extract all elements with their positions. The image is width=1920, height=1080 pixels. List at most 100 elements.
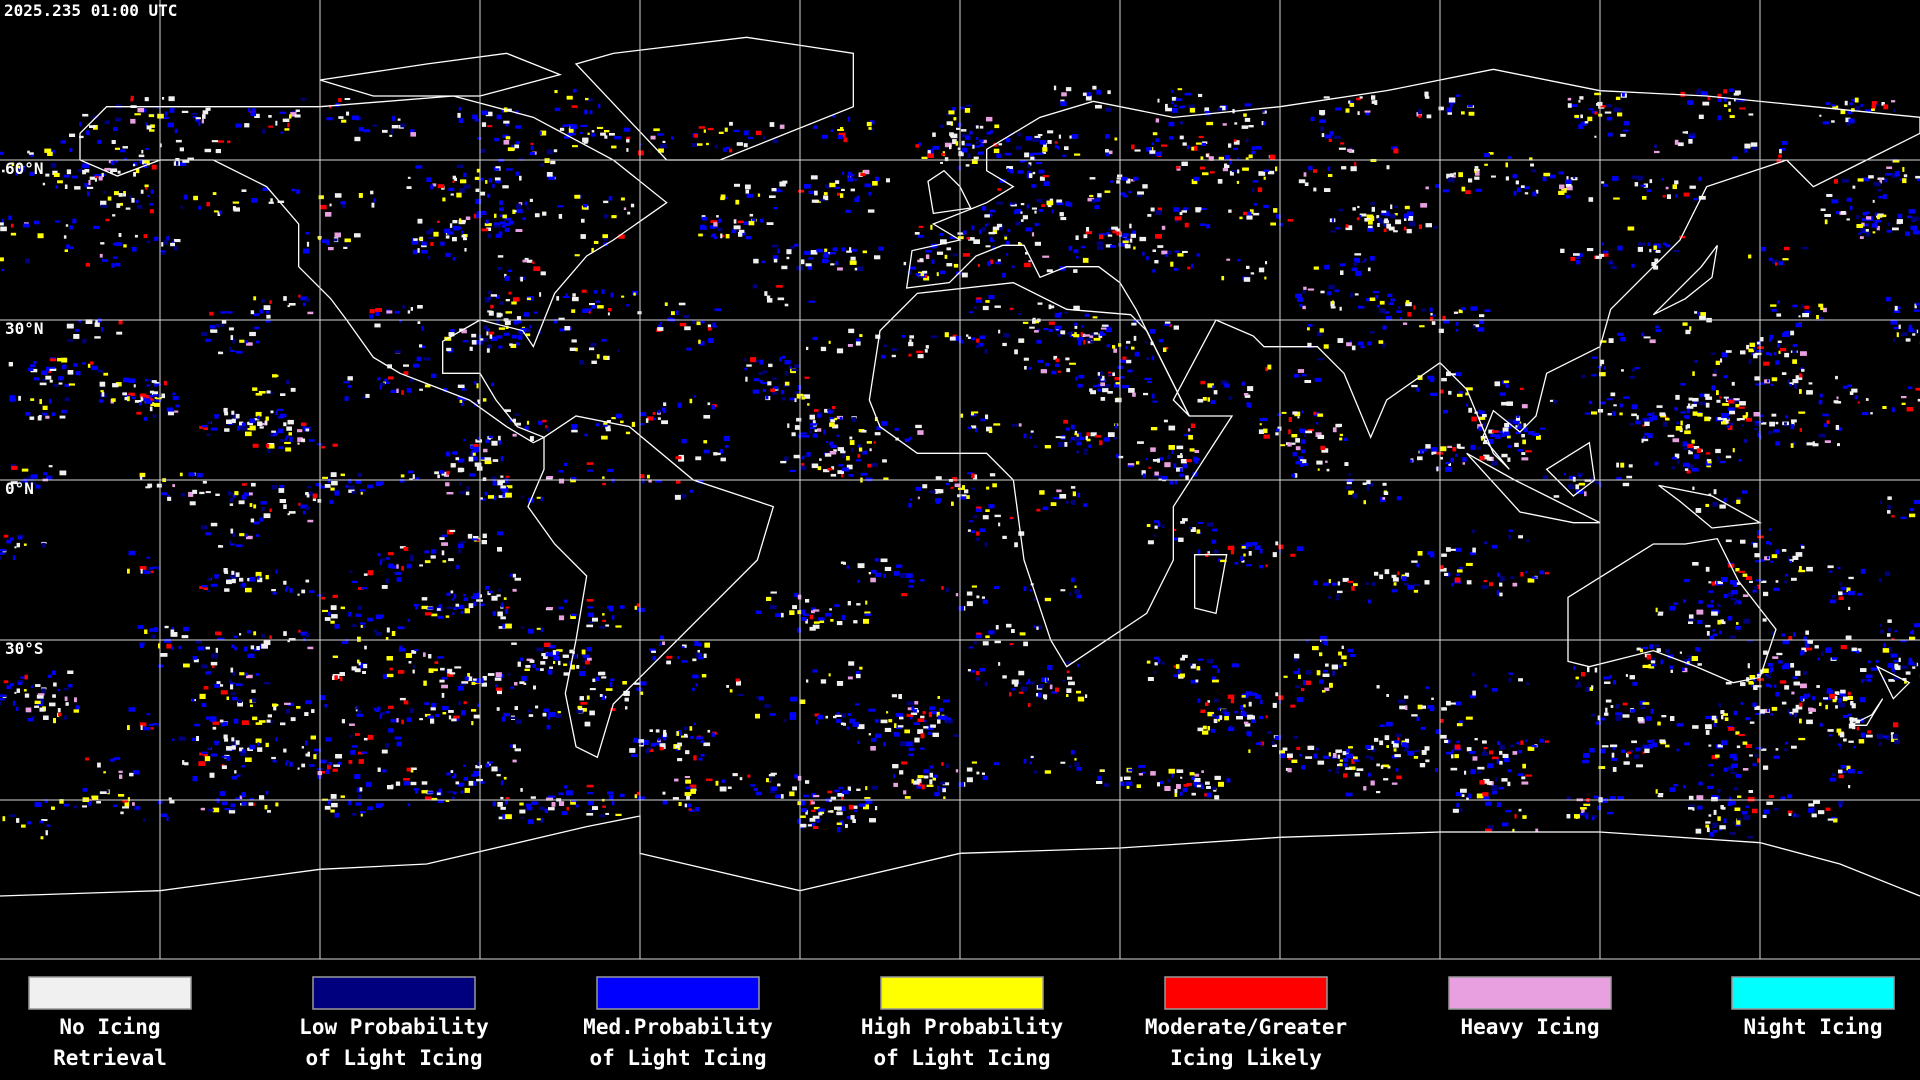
icing-pixel bbox=[1456, 443, 1461, 449]
icing-pixel bbox=[1114, 398, 1122, 403]
icing-pixel bbox=[358, 127, 364, 132]
icing-pixel bbox=[1491, 430, 1499, 433]
icing-pixel bbox=[503, 120, 510, 124]
icing-pixel bbox=[1335, 771, 1340, 774]
icing-pixel bbox=[1864, 231, 1871, 237]
icing-pixel bbox=[482, 398, 487, 402]
icing-pixel bbox=[1181, 210, 1187, 213]
icing-pixel bbox=[748, 220, 755, 226]
icing-pixel bbox=[823, 469, 830, 473]
icing-pixel bbox=[724, 445, 729, 448]
icing-pixel bbox=[1379, 740, 1384, 746]
icing-pixel bbox=[1078, 340, 1082, 346]
icing-pixel bbox=[1520, 185, 1525, 188]
icing-pixel bbox=[1124, 238, 1130, 243]
icing-pixel bbox=[140, 396, 143, 402]
icing-pixel bbox=[529, 198, 533, 202]
icing-pixel bbox=[1744, 439, 1747, 443]
icing-pixel bbox=[501, 486, 508, 492]
icing-pixel bbox=[1620, 133, 1626, 137]
icing-pixel bbox=[1608, 338, 1614, 343]
icing-pixel bbox=[595, 300, 601, 303]
icing-pixel bbox=[967, 472, 974, 475]
icing-pixel bbox=[1792, 359, 1797, 364]
icing-pixel bbox=[179, 147, 184, 152]
icing-pixel bbox=[144, 148, 149, 150]
icing-pixel bbox=[1069, 439, 1072, 443]
icing-pixel bbox=[270, 410, 274, 414]
icing-pixel bbox=[151, 380, 157, 383]
icing-pixel bbox=[1871, 223, 1878, 228]
icing-pixel bbox=[1182, 142, 1187, 146]
icing-pixel bbox=[74, 329, 80, 332]
icing-pixel bbox=[752, 284, 758, 289]
icing-pixel bbox=[715, 452, 721, 456]
icing-pixel bbox=[1568, 475, 1575, 480]
icing-pixel bbox=[159, 143, 162, 148]
icing-pixel bbox=[461, 401, 464, 406]
icing-pixel bbox=[1812, 443, 1819, 447]
icing-pixel bbox=[1303, 286, 1307, 290]
icing-pixel bbox=[488, 290, 492, 294]
icing-pixel bbox=[8, 362, 13, 367]
icing-pixel bbox=[1881, 102, 1885, 106]
icing-pixel bbox=[442, 197, 446, 202]
icing-pixel bbox=[1697, 412, 1703, 417]
icing-pixel bbox=[1621, 369, 1624, 372]
icing-pixel bbox=[869, 120, 875, 125]
icing-pixel bbox=[969, 130, 973, 135]
icing-pixel bbox=[663, 402, 667, 406]
icing-pixel bbox=[45, 415, 50, 419]
icing-pixel bbox=[514, 422, 521, 426]
icing-pixel bbox=[196, 472, 203, 478]
icing-pixel bbox=[1697, 311, 1700, 316]
icing-pixel bbox=[1636, 415, 1639, 420]
icing-pixel bbox=[1383, 228, 1387, 233]
icing-pixel bbox=[334, 491, 339, 496]
icing-pixel bbox=[160, 250, 166, 253]
icing-pixel bbox=[1315, 432, 1322, 437]
icing-pixel bbox=[1083, 234, 1088, 239]
icing-pixel bbox=[1417, 456, 1423, 461]
icing-pixel bbox=[1152, 459, 1158, 462]
icing-pixel bbox=[363, 737, 368, 741]
icing-pixel bbox=[503, 140, 510, 145]
icing-pixel bbox=[1337, 338, 1344, 343]
icing-pixel bbox=[830, 473, 837, 477]
icing-pixel bbox=[1317, 358, 1324, 361]
icing-pixel bbox=[1360, 345, 1365, 349]
icing-pixel bbox=[164, 111, 168, 116]
icing-pixel bbox=[269, 433, 275, 437]
icing-pixel bbox=[1386, 165, 1390, 170]
icing-pixel bbox=[75, 371, 81, 376]
icing-pixel bbox=[772, 377, 777, 380]
icing-pixel bbox=[854, 197, 860, 202]
icing-pixel bbox=[615, 413, 623, 419]
icing-pixel bbox=[167, 411, 174, 416]
icing-pixel bbox=[131, 197, 135, 203]
icing-pixel bbox=[443, 388, 448, 393]
icing-pixel bbox=[1319, 328, 1324, 333]
icing-pixel bbox=[1364, 110, 1371, 113]
icing-pixel bbox=[1474, 166, 1479, 169]
icing-pixel bbox=[1693, 401, 1697, 404]
icing-pixel bbox=[394, 310, 401, 314]
icing-pixel bbox=[1846, 218, 1850, 221]
icing-pixel bbox=[279, 499, 286, 503]
icing-pixel bbox=[1519, 387, 1524, 390]
icing-pixel bbox=[1613, 404, 1617, 407]
icing-pixel bbox=[909, 335, 914, 339]
icing-pixel bbox=[834, 417, 837, 421]
icing-pixel bbox=[511, 301, 517, 305]
icing-pixel bbox=[1151, 355, 1155, 361]
icing-pixel bbox=[1279, 444, 1286, 447]
icing-pixel bbox=[504, 217, 512, 221]
icing-pixel bbox=[1145, 458, 1148, 461]
icing-pixel bbox=[340, 473, 345, 477]
icing-pixel bbox=[505, 123, 509, 127]
icing-pixel bbox=[857, 454, 861, 458]
icing-pixel bbox=[66, 244, 70, 249]
icing-pixel bbox=[1002, 342, 1007, 347]
icing-pixel bbox=[463, 237, 467, 241]
icing-pixel bbox=[1397, 737, 1400, 742]
